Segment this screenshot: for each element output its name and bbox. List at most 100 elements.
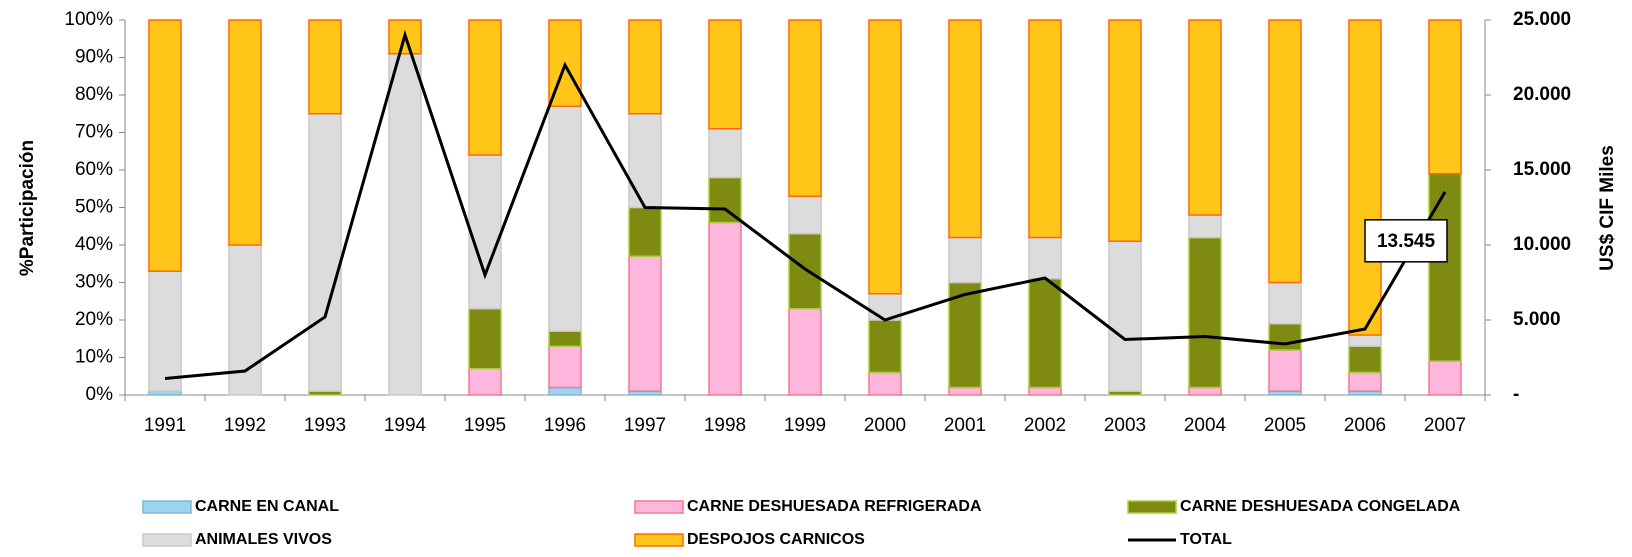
bar-segment xyxy=(628,255,662,392)
y2-tick-label: 10.000 xyxy=(1513,234,1571,255)
bar-segment xyxy=(628,206,662,257)
data-label-box xyxy=(1364,219,1448,263)
bar-segment xyxy=(1348,371,1382,392)
bar-segment xyxy=(788,19,822,197)
x-tick-label: 2004 xyxy=(1184,415,1227,436)
y2-tick-label: 15.000 xyxy=(1513,159,1571,180)
legend-swatch xyxy=(142,500,192,514)
bar-segment xyxy=(628,113,662,209)
bar-segment xyxy=(1268,281,1302,325)
x-tick-label: 2005 xyxy=(1264,415,1306,436)
bar-segment xyxy=(1268,323,1302,351)
x-tick-label: 2001 xyxy=(944,415,986,436)
y2-tick-label: 5.000 xyxy=(1513,309,1561,330)
bar-segment xyxy=(308,113,342,392)
legend-label: CARNE EN CANAL xyxy=(195,498,339,515)
x-tick-label: 2007 xyxy=(1424,415,1466,436)
bar-segment xyxy=(228,19,262,246)
y-tick-label: 30% xyxy=(75,272,113,293)
x-tick-label: 1996 xyxy=(544,415,586,436)
bar-segment xyxy=(548,105,582,332)
bar-segment xyxy=(1348,19,1382,336)
y2-tick-label: 25.000 xyxy=(1513,9,1571,30)
bar-segment xyxy=(548,330,582,347)
x-tick-label: 1994 xyxy=(384,415,427,436)
legend-label: DESPOJOS CARNICOS xyxy=(687,531,865,548)
bar-segment xyxy=(468,308,502,370)
bar-segment xyxy=(788,308,822,396)
bar-segment xyxy=(868,19,902,295)
bar-segment xyxy=(708,221,742,396)
y-axis-title: %Participación xyxy=(17,140,38,276)
bar-segment xyxy=(1028,19,1062,239)
bar-segment xyxy=(708,19,742,130)
bar-segment xyxy=(1188,19,1222,216)
y-tick-label: 20% xyxy=(75,309,113,330)
y2-tick-label: - xyxy=(1513,384,1519,405)
bar-segment xyxy=(1188,386,1222,396)
x-tick-label: 1997 xyxy=(624,415,666,436)
y-tick-label: 50% xyxy=(75,197,113,218)
x-tick-label: 2002 xyxy=(1024,415,1066,436)
bar-segment xyxy=(148,270,182,392)
bar-segment xyxy=(948,281,982,389)
y-tick-label: 10% xyxy=(75,347,113,368)
bar-segment xyxy=(388,53,422,396)
legend-label: ANIMALES VIVOS xyxy=(195,531,332,548)
bar-segment xyxy=(628,19,662,115)
bar-segment xyxy=(948,19,982,239)
x-tick-label: 1998 xyxy=(704,415,746,436)
legend-swatch xyxy=(1127,500,1177,514)
x-tick-label: 1992 xyxy=(224,415,266,436)
y-tick-label: 100% xyxy=(64,9,113,30)
bar-segment xyxy=(868,371,902,396)
bar-segment xyxy=(1108,19,1142,242)
legend-swatch xyxy=(634,533,684,547)
y-tick-label: 40% xyxy=(75,234,113,255)
bar-segment xyxy=(308,19,342,115)
y-tick-label: 70% xyxy=(75,122,113,143)
bar-segment xyxy=(468,368,502,396)
bar-segment xyxy=(548,345,582,389)
bar-segment xyxy=(1028,278,1062,389)
y-tick-label: 80% xyxy=(75,84,113,105)
bar-segment xyxy=(548,386,582,396)
bar-segment xyxy=(1108,240,1142,392)
legend-label: CARNE DESHUESADA REFRIGERADA xyxy=(687,498,982,515)
y-tick-label: 0% xyxy=(86,384,114,405)
bar-segment xyxy=(1028,386,1062,396)
y2-tick-label: 20.000 xyxy=(1513,84,1571,105)
bar-segment xyxy=(1348,334,1382,347)
bar-segment xyxy=(948,236,982,284)
x-tick-label: 1995 xyxy=(464,415,506,436)
x-tick-label: 1993 xyxy=(304,415,346,436)
y-tick-label: 60% xyxy=(75,159,113,180)
bar-segment xyxy=(1028,236,1062,280)
bar-segment xyxy=(1428,19,1462,175)
legend-label: TOTAL xyxy=(1180,531,1232,548)
legend-label: CARNE DESHUESADA CONGELADA xyxy=(1180,498,1461,515)
bar-segment xyxy=(1348,345,1382,374)
bar-segment xyxy=(788,233,822,310)
x-tick-label: 1999 xyxy=(784,415,826,436)
x-tick-label: 2003 xyxy=(1104,415,1146,436)
bar-segment xyxy=(468,19,502,156)
bar-segment xyxy=(1188,236,1222,389)
bar-segment xyxy=(868,319,902,374)
data-label: 13.545 xyxy=(1377,231,1436,252)
bar-segment xyxy=(1268,19,1302,284)
bar-segment xyxy=(708,176,742,224)
line xyxy=(164,29,1447,380)
bar-segment xyxy=(1428,173,1462,362)
bar-segment xyxy=(788,195,822,235)
x-tick-label: 2006 xyxy=(1344,415,1386,436)
x-tick-label: 1991 xyxy=(144,415,186,436)
bar-segment xyxy=(1188,214,1222,239)
bar-segment xyxy=(948,386,982,396)
x-tick-label: 2000 xyxy=(864,415,906,436)
legend-swatch xyxy=(634,500,684,514)
bar-segment xyxy=(708,128,742,179)
y2-axis-title: US$ CIF Miles xyxy=(1597,145,1618,271)
legend-swatch xyxy=(142,533,192,547)
